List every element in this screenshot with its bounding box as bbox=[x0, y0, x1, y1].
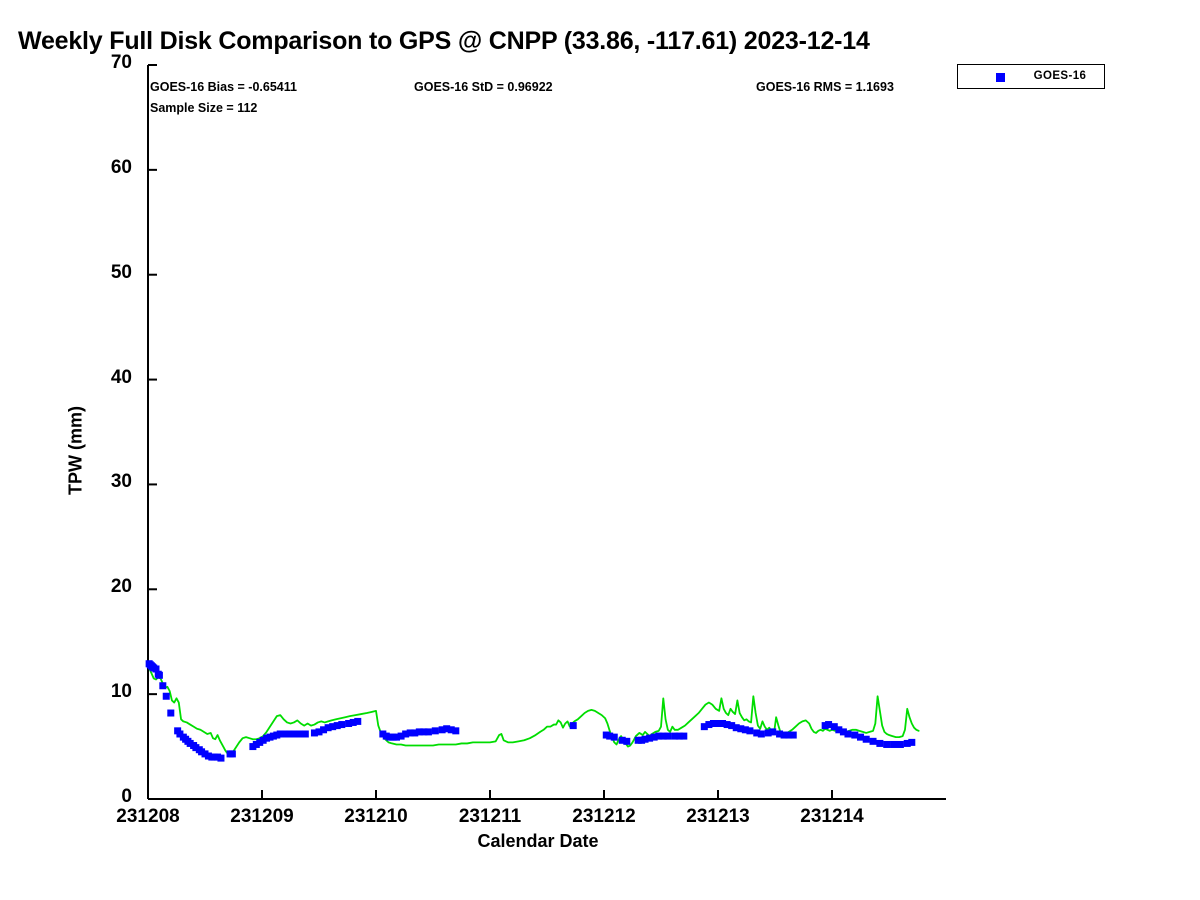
y-tick-label: 0 bbox=[121, 786, 132, 807]
y-tick-label: 30 bbox=[110, 471, 132, 493]
y-tick-label: 60 bbox=[110, 156, 132, 178]
x-tick-label: 231208 bbox=[116, 806, 180, 827]
page-title: Weekly Full Disk Comparison to GPS @ CNP… bbox=[18, 27, 870, 55]
legend-label-goes16: GOES-16 bbox=[1033, 70, 1087, 82]
series-goes16-markers bbox=[145, 660, 916, 762]
x-axis-label: Calendar Date bbox=[477, 831, 599, 851]
y-tick-label: 10 bbox=[110, 681, 132, 703]
annotation-sample-size: Sample Size = 112 bbox=[150, 101, 258, 115]
x-tick-label: 231210 bbox=[344, 806, 408, 827]
x-tick-label: 231212 bbox=[572, 806, 636, 827]
y-tick-label: 20 bbox=[110, 576, 132, 598]
x-tick-label: 231211 bbox=[458, 806, 522, 827]
legend-swatch-goes16-icon bbox=[996, 73, 1005, 82]
axes bbox=[147, 64, 946, 800]
y-tick-label: 70 bbox=[110, 52, 132, 73]
annotation-bias: GOES-16 Bias = -0.65411 bbox=[150, 80, 297, 94]
y-axis-label: TPW (mm) bbox=[65, 406, 86, 495]
y-tick-label: 50 bbox=[110, 261, 132, 283]
x-tick-label: 231213 bbox=[686, 806, 750, 827]
annotation-std: GOES-16 StD = 0.96922 bbox=[414, 80, 553, 94]
y-tick-label: 40 bbox=[110, 366, 132, 388]
legend[interactable]: GOES-16 bbox=[957, 64, 1105, 89]
x-tick-label: 231214 bbox=[800, 806, 864, 827]
x-tick-label: 231209 bbox=[230, 806, 294, 827]
annotation-rms: GOES-16 RMS = 1.1693 bbox=[756, 80, 894, 94]
